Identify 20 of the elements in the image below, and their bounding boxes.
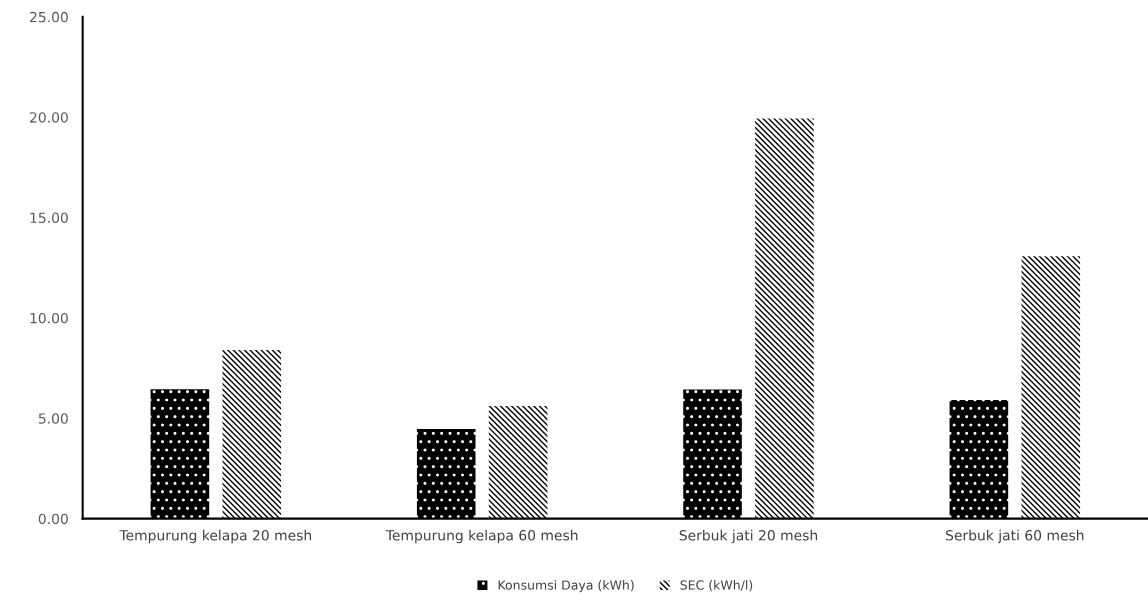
bar <box>150 389 210 519</box>
bar <box>949 400 1009 519</box>
bar <box>1021 256 1081 519</box>
y-tick-label: 20.00 <box>30 112 68 123</box>
y-tick-label: 5.00 <box>38 413 68 424</box>
legend-label: SEC (kWh/l) <box>680 580 753 592</box>
y-tick-label: 25.00 <box>30 11 68 23</box>
x-tick-label: Serbuk jati 60 mesh <box>946 529 1084 544</box>
y-tick-label: 10.00 <box>30 312 68 324</box>
x-tick-label: Serbuk jati 20 mesh <box>679 529 818 544</box>
y-tick-label: 15.00 <box>30 212 68 224</box>
bar <box>683 389 742 519</box>
legend-label: Konsumsi Daya (kWh) <box>498 580 634 593</box>
x-tick-label: Tempurung kelapa 20 mesh <box>119 529 312 544</box>
bar <box>222 350 282 519</box>
y-tick-label: 0.00 <box>38 513 68 525</box>
bar <box>488 406 548 519</box>
bar <box>416 428 476 519</box>
x-tick-label: Tempurung kelapa 60 mesh <box>385 529 578 544</box>
bar <box>755 118 814 519</box>
